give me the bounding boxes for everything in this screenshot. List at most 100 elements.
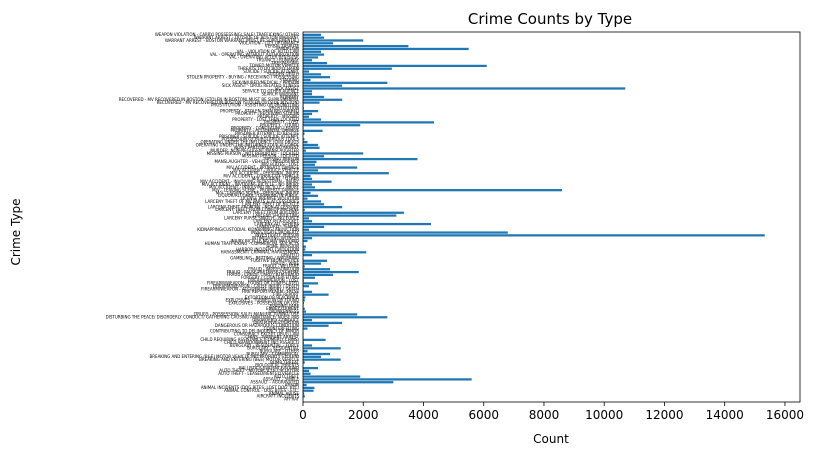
bar xyxy=(303,82,387,84)
bar xyxy=(303,277,315,279)
bar xyxy=(303,161,317,163)
bar xyxy=(303,158,417,160)
bar xyxy=(303,53,324,55)
x-tick-label: 8000 xyxy=(529,408,560,422)
x-tick-label: 12000 xyxy=(645,408,683,422)
bar xyxy=(303,387,314,389)
bar xyxy=(303,240,308,242)
bar xyxy=(303,152,363,154)
bar xyxy=(303,90,312,92)
bar xyxy=(303,93,312,95)
bar xyxy=(303,384,307,386)
bar xyxy=(303,223,431,225)
bar xyxy=(303,96,324,98)
bar xyxy=(303,87,625,89)
bar xyxy=(303,313,357,315)
bar xyxy=(303,144,318,146)
bar xyxy=(303,274,333,276)
bar xyxy=(303,110,318,112)
bar xyxy=(303,212,404,214)
bar xyxy=(303,200,321,202)
bar xyxy=(303,178,312,180)
bar xyxy=(303,172,389,174)
bar xyxy=(303,260,327,262)
bar xyxy=(303,130,323,132)
x-axis-label: Count xyxy=(533,432,569,446)
bar xyxy=(303,381,393,383)
bar xyxy=(303,195,318,197)
bar xyxy=(303,237,312,239)
bar xyxy=(303,375,360,377)
bar xyxy=(303,214,396,216)
bar xyxy=(303,271,359,273)
bar xyxy=(303,101,320,103)
bar xyxy=(303,359,341,361)
bar xyxy=(303,254,312,256)
bar xyxy=(303,285,309,287)
bar xyxy=(303,217,309,219)
bar xyxy=(303,39,363,41)
bar xyxy=(303,231,508,233)
bar xyxy=(303,327,308,329)
bar xyxy=(303,155,324,157)
bar xyxy=(303,183,312,185)
bar xyxy=(303,149,306,151)
bar xyxy=(303,325,329,327)
bar xyxy=(303,76,330,78)
bar xyxy=(303,229,309,231)
bar xyxy=(303,189,562,191)
bar xyxy=(303,175,311,177)
y-tick-label: RECOVERED - MV RECOVERED IN BOSTON (STOL… xyxy=(119,97,300,102)
bar xyxy=(303,147,320,149)
bar xyxy=(303,169,318,171)
x-tick-label: 6000 xyxy=(468,408,499,422)
bar xyxy=(303,65,487,67)
bar xyxy=(303,291,312,293)
bar xyxy=(303,85,342,87)
bar xyxy=(303,79,311,81)
bar xyxy=(303,51,321,53)
bar xyxy=(303,73,321,75)
bar xyxy=(303,124,360,126)
x-tick-label: 4000 xyxy=(408,408,439,422)
bar xyxy=(303,220,312,222)
bar xyxy=(303,186,315,188)
bar xyxy=(303,339,326,341)
bar xyxy=(303,45,408,47)
bar xyxy=(303,198,308,200)
bar xyxy=(303,378,472,380)
bar xyxy=(303,192,311,194)
bar xyxy=(303,370,309,372)
bar xyxy=(303,356,321,358)
bar xyxy=(303,294,329,296)
bar xyxy=(303,42,333,44)
bar xyxy=(303,322,342,324)
bar xyxy=(303,367,318,369)
bar xyxy=(303,62,327,64)
bar xyxy=(303,56,318,58)
bar xyxy=(303,37,324,39)
bar xyxy=(303,350,308,352)
bar xyxy=(303,262,321,264)
bar xyxy=(303,34,321,36)
x-tick-label: 10000 xyxy=(585,408,623,422)
bar xyxy=(303,113,312,115)
bar xyxy=(303,234,765,236)
bar xyxy=(303,373,311,375)
bar xyxy=(303,203,324,205)
bar xyxy=(303,118,321,120)
bar xyxy=(303,70,309,72)
bar xyxy=(303,268,330,270)
bar xyxy=(303,282,318,284)
y-tick-label: WEAPON VIOLATION - CARRY/ POSSESSING/ SA… xyxy=(155,32,299,37)
bar xyxy=(303,353,330,355)
bar xyxy=(303,48,469,50)
bar xyxy=(303,164,315,166)
bar xyxy=(303,121,434,123)
bar xyxy=(303,390,314,392)
bar xyxy=(303,316,387,318)
chart-title: Crime Counts by Type xyxy=(468,10,632,28)
bar xyxy=(303,141,308,143)
bar xyxy=(303,68,392,70)
x-tick-label: 0 xyxy=(299,408,307,422)
